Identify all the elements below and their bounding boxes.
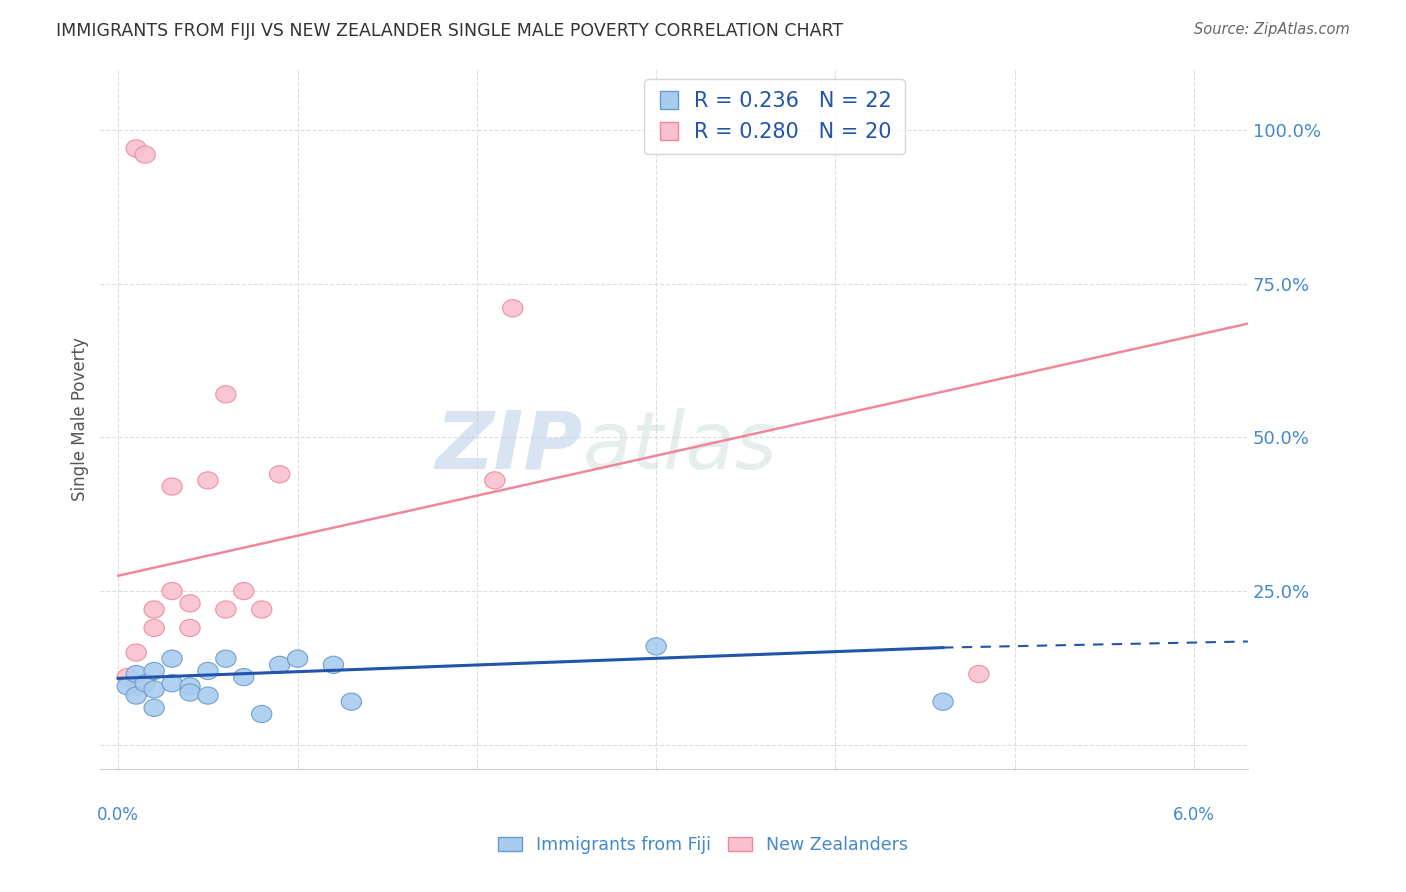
Ellipse shape [252,706,271,723]
Ellipse shape [969,665,988,682]
Ellipse shape [127,644,146,661]
Ellipse shape [198,472,218,489]
Ellipse shape [135,674,155,692]
Ellipse shape [143,699,165,716]
Ellipse shape [162,478,183,495]
Ellipse shape [143,681,165,698]
Ellipse shape [934,693,953,710]
Legend: R = 0.236   N = 22, R = 0.280   N = 20: R = 0.236 N = 22, R = 0.280 N = 20 [644,78,904,154]
Ellipse shape [143,663,165,680]
Ellipse shape [162,650,183,667]
Ellipse shape [215,385,236,403]
Ellipse shape [342,693,361,710]
Ellipse shape [162,674,183,692]
Ellipse shape [127,678,146,695]
Ellipse shape [180,678,200,695]
Y-axis label: Single Male Poverty: Single Male Poverty [72,337,89,501]
Ellipse shape [323,657,343,673]
Ellipse shape [117,678,138,695]
Ellipse shape [143,601,165,618]
Ellipse shape [127,140,146,157]
Text: Source: ZipAtlas.com: Source: ZipAtlas.com [1194,22,1350,37]
Ellipse shape [198,687,218,704]
Text: atlas: atlas [582,408,778,486]
Ellipse shape [127,687,146,704]
Ellipse shape [645,638,666,655]
Ellipse shape [198,663,218,680]
Ellipse shape [180,595,200,612]
Ellipse shape [270,657,290,673]
Ellipse shape [485,472,505,489]
Text: 0.0%: 0.0% [97,806,139,824]
Ellipse shape [143,619,165,637]
Ellipse shape [117,668,138,686]
Legend: Immigrants from Fiji, New Zealanders: Immigrants from Fiji, New Zealanders [491,830,915,861]
Ellipse shape [135,146,155,163]
Ellipse shape [162,582,183,599]
Ellipse shape [127,665,146,682]
Ellipse shape [180,619,200,637]
Ellipse shape [180,684,200,701]
Ellipse shape [215,650,236,667]
Ellipse shape [233,668,254,686]
Ellipse shape [215,601,236,618]
Text: IMMIGRANTS FROM FIJI VS NEW ZEALANDER SINGLE MALE POVERTY CORRELATION CHART: IMMIGRANTS FROM FIJI VS NEW ZEALANDER SI… [56,22,844,40]
Ellipse shape [233,582,254,599]
Ellipse shape [270,466,290,483]
Ellipse shape [502,300,523,317]
Ellipse shape [252,601,271,618]
Text: ZIP: ZIP [434,408,582,486]
Text: 6.0%: 6.0% [1173,806,1215,824]
Ellipse shape [287,650,308,667]
